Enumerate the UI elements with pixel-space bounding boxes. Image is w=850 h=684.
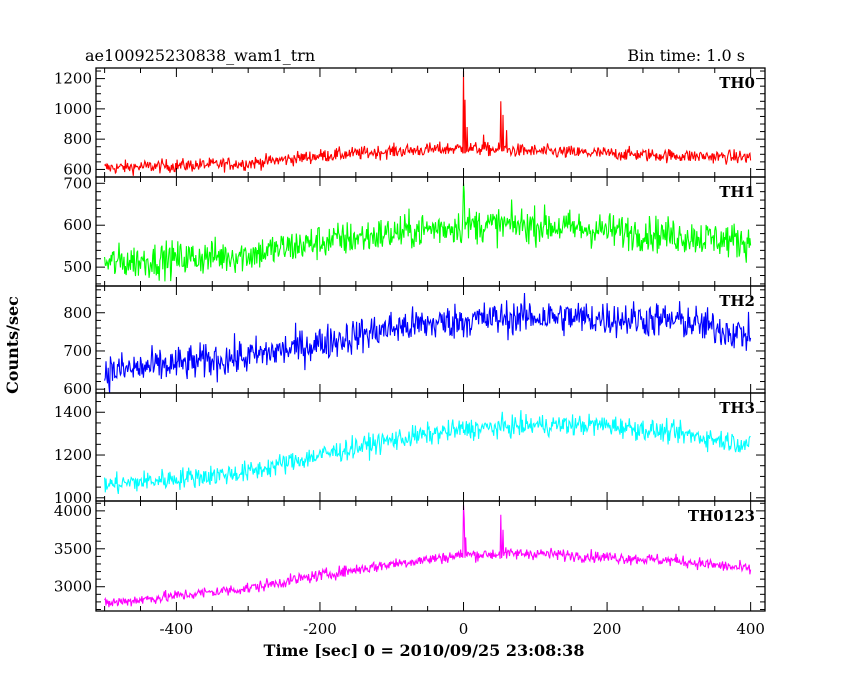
panel-label: TH1 [719, 183, 755, 201]
panel-label: TH0123 [688, 507, 755, 525]
panel-label: TH3 [719, 399, 755, 417]
y-tick-label: 800 [63, 304, 92, 322]
x-tick-label: 400 [736, 620, 765, 638]
y-tick-label: 1000 [54, 100, 92, 118]
y-tick-label: 1000 [54, 489, 92, 507]
y-tick-label: 3000 [54, 578, 92, 596]
x-tick-label: -200 [303, 620, 337, 638]
y-tick-label: 700 [63, 174, 92, 192]
chart-title: ae100925230838_wam1_trn [85, 46, 315, 65]
y-tick-label: 4000 [54, 502, 92, 520]
panel-th0123: TH0123 3000 3500 4000 [54, 500, 766, 612]
series-line-th0123 [104, 504, 752, 608]
series-line-th2 [104, 292, 752, 393]
series-line-th3 [104, 410, 751, 494]
x-tick-label: 0 [459, 620, 469, 638]
panel-frame [95, 285, 766, 394]
panel-th3: TH3 1000 1200 1400 [54, 392, 766, 507]
series-line-th0 [104, 70, 752, 176]
y-tick-label: 500 [63, 258, 92, 276]
series-line-th1 [104, 183, 752, 282]
y-tick-label: 700 [63, 342, 92, 360]
y-tick-label: 1200 [54, 70, 92, 88]
y-axis-title: Counts/sec [3, 296, 22, 394]
x-axis-title: Time [sec] 0 = 2010/09/25 23:08:38 [264, 641, 585, 660]
x-tick-label: 200 [593, 620, 622, 638]
panels-layer: TH060080010001200TH1500600700TH260070080… [54, 67, 766, 638]
y-tick-label: 600 [63, 380, 92, 398]
y-tick-label: 1200 [54, 446, 92, 464]
panel-th2: TH2 600 700 800 [63, 285, 766, 398]
panel-label: TH0 [719, 74, 755, 92]
y-tick-label: 3500 [54, 540, 92, 558]
x-tick-label: -400 [160, 620, 194, 638]
panel-th1: TH1 500 600 700 [63, 174, 766, 287]
panel-frame [95, 392, 766, 502]
y-tick-label: 1400 [54, 403, 92, 421]
y-tick-label: 600 [63, 160, 92, 178]
panel-th0: TH0 600 800 1000 1200 [54, 67, 766, 178]
y-tick-label: 800 [63, 130, 92, 148]
y-tick-label: 600 [63, 216, 92, 234]
panel-label: TH2 [719, 292, 755, 310]
bin-time-label: Bin time: 1.0 s [627, 46, 745, 65]
